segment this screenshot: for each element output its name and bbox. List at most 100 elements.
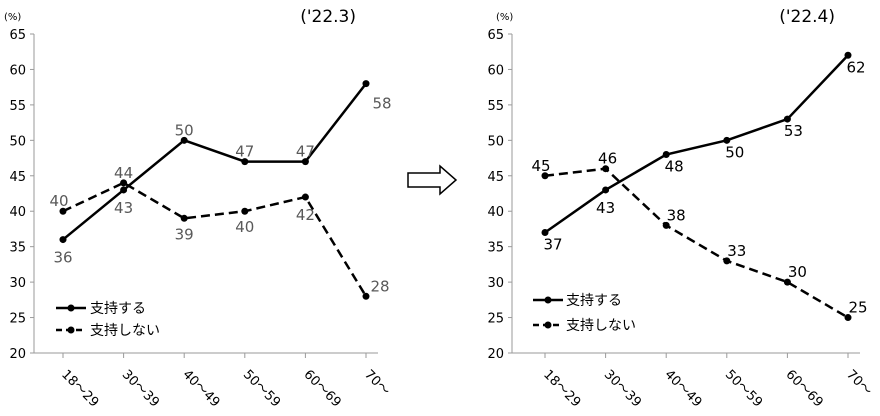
chart-panel-april: 20 25 30 35 40 45 50 55 60 65 18～29 30～39 40～49 50～59…	[487, 7, 874, 410]
series-1-data-label: 40	[49, 192, 68, 210]
series-0-data-label: 47	[296, 143, 315, 161]
series-0-data-label: 47	[235, 143, 254, 161]
series-1-data-label: 46	[598, 150, 617, 168]
series-0-data-label: 62	[846, 58, 865, 76]
series-0-data-label: 58	[372, 95, 391, 113]
y-tick-label: 30	[9, 276, 26, 291]
series-1-data-label: 39	[175, 225, 194, 243]
series-0-marker	[602, 186, 610, 194]
y-tick-label: 30	[487, 276, 504, 291]
series-0-data-label: 36	[53, 249, 72, 267]
y-tick-label: 50	[487, 134, 504, 149]
x-category-label: 40～49	[661, 367, 704, 410]
legend-label-0: 支持する	[566, 293, 622, 309]
series-1-marker	[362, 292, 370, 300]
y-tick-label: 55	[9, 99, 26, 114]
series-1-data-label: 28	[370, 277, 389, 295]
y-tick-label: 60	[487, 63, 504, 78]
series-0-marker	[783, 115, 791, 123]
x-category-label: 70～	[843, 367, 874, 398]
series-1-data-label: 38	[667, 206, 686, 224]
x-category-label: 40～49	[179, 367, 222, 410]
chart-title: ('22.3)	[300, 7, 356, 27]
legend-label-1: 支持しない	[90, 323, 160, 339]
y-tick-label: 20	[9, 347, 26, 362]
series-1-marker	[120, 179, 128, 187]
series-1-data-label: 25	[848, 299, 867, 317]
x-category-label: 30～39	[119, 367, 162, 410]
y-tick-label: 55	[487, 99, 504, 114]
y-tick-label: 60	[9, 63, 26, 78]
x-category-label: 50～59	[240, 367, 283, 410]
y-tick-label: 40	[487, 205, 504, 220]
legend-label-1: 支持しない	[566, 318, 636, 334]
series-line-0	[544, 54, 849, 234]
series-0-marker	[241, 158, 249, 166]
series-0-data-label: 37	[543, 235, 562, 253]
series-line-1	[62, 181, 368, 297]
legend-marker-1	[544, 321, 552, 329]
y-tick-label: 65	[9, 28, 26, 43]
series-0-marker	[541, 228, 549, 236]
axis-lines	[511, 34, 860, 354]
series-0-marker	[301, 158, 309, 166]
right-outline-arrow-icon	[407, 164, 458, 196]
series-1-data-label: 44	[114, 164, 133, 182]
x-category-label: 50～59	[722, 367, 765, 410]
series-line-1	[544, 167, 849, 319]
series-0-data-label: 50	[725, 143, 744, 161]
y-tick-label: 45	[9, 170, 26, 185]
series-1-data-label: 42	[296, 206, 315, 224]
series-0-data-label: 43	[114, 199, 133, 217]
series-0-data-label: 50	[175, 121, 194, 139]
y-tick-label: 40	[9, 205, 26, 220]
series-1-data-label: 30	[788, 263, 807, 281]
series-0-data-label: 43	[596, 199, 615, 217]
y-unit-label: (%)	[4, 12, 21, 23]
x-category-label: 30～39	[601, 367, 644, 410]
series-1-marker	[241, 207, 249, 215]
y-tick-label: 50	[9, 134, 26, 149]
series-0-marker	[723, 136, 731, 144]
series-1-marker	[180, 214, 188, 222]
series-1-marker	[662, 221, 670, 229]
legend-marker-1	[67, 326, 75, 334]
axis-lines	[33, 34, 378, 354]
chart-panel-march: 20 25 30 35 40 45 50 55 60 65 18～29 30～39 40～49 50～59…	[4, 7, 393, 410]
y-tick-label: 25	[487, 312, 504, 327]
chart-title: ('22.4)	[779, 7, 835, 27]
series-0-marker	[59, 236, 67, 244]
series-1-data-label: 33	[727, 242, 746, 260]
series-1-marker	[723, 257, 731, 265]
legend-marker-0	[544, 296, 552, 304]
y-tick-label: 35	[487, 241, 504, 256]
x-category-label: 70～	[361, 367, 392, 398]
legend-label-0: 支持する	[90, 301, 146, 317]
series-1-marker	[59, 207, 67, 215]
y-tick-label: 20	[487, 347, 504, 362]
series-1-marker	[602, 165, 610, 173]
series-0-data-label: 53	[784, 122, 803, 140]
series-1-data-label: 45	[531, 157, 550, 175]
x-category-label: 60～69	[301, 367, 344, 410]
series-1-marker	[844, 314, 852, 322]
y-tick-label: 45	[487, 170, 504, 185]
series-0-data-label: 48	[665, 158, 684, 176]
series-1-marker	[301, 193, 309, 201]
y-tick-label: 35	[9, 241, 26, 256]
series-1-data-label: 40	[235, 218, 254, 236]
series-1-marker	[783, 278, 791, 286]
series-0-marker	[362, 80, 370, 88]
series-1-marker	[541, 172, 549, 180]
series-0-marker	[120, 186, 128, 194]
y-tick-label: 65	[487, 28, 504, 43]
series-line-0	[62, 82, 367, 241]
series-0-marker	[844, 51, 852, 59]
y-tick-label: 25	[9, 312, 26, 327]
series-0-marker	[662, 151, 670, 159]
x-category-label: 18～29	[58, 367, 101, 410]
legend-marker-0	[67, 304, 75, 312]
x-category-label: 18～29	[540, 367, 583, 410]
y-unit-label: (%)	[496, 12, 513, 23]
